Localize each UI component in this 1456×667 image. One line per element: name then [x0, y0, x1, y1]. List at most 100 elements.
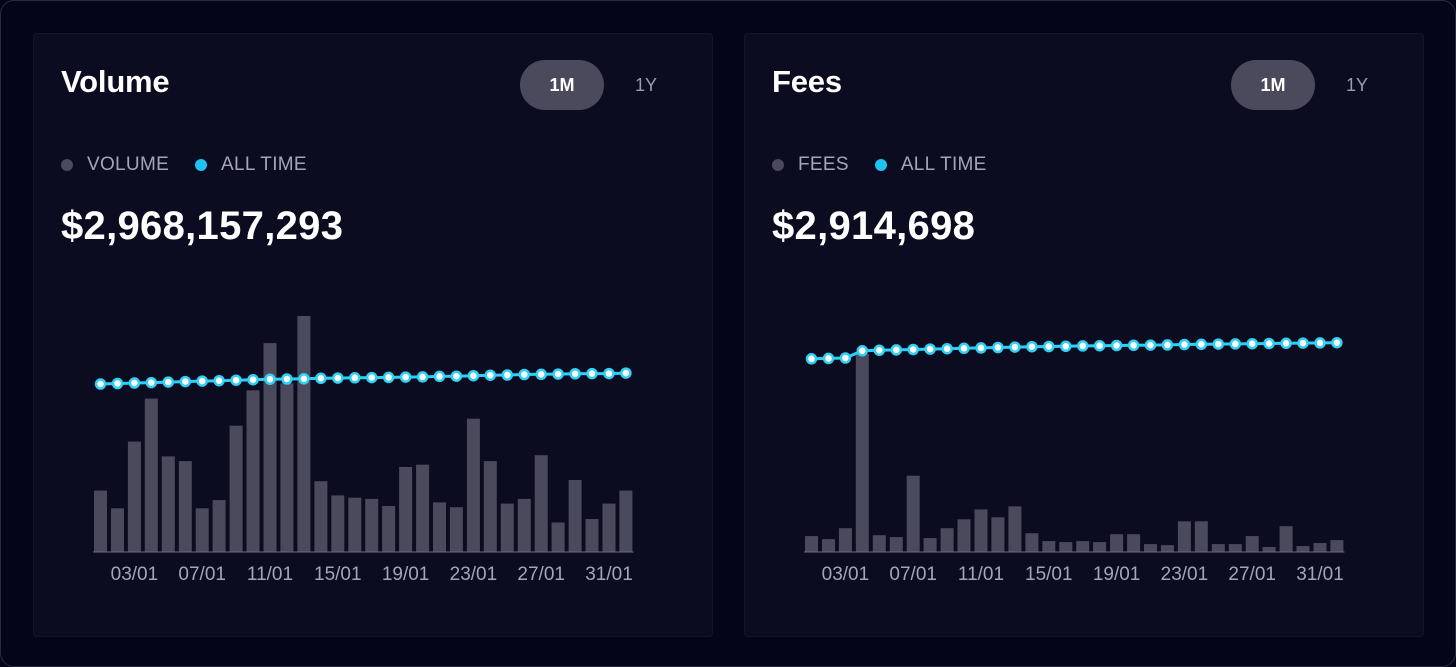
- all-time-point: [1314, 337, 1326, 349]
- all-time-point: [416, 371, 429, 383]
- all-time-point: [620, 367, 632, 379]
- all-time-point: [1297, 337, 1309, 349]
- bar: [957, 519, 971, 552]
- bar: [297, 316, 311, 552]
- x-tick-label: 23/01: [1161, 564, 1209, 585]
- bar: [178, 461, 192, 552]
- all-time-point: [382, 371, 395, 384]
- bar: [923, 538, 937, 552]
- bar: [1262, 547, 1276, 552]
- all-time-line: [811, 341, 1337, 361]
- all-time-point: [1060, 340, 1072, 353]
- all-time-point: [179, 375, 192, 388]
- all-time-point: [1026, 340, 1038, 353]
- bar: [940, 528, 954, 552]
- bar: [619, 490, 633, 552]
- all-time-point: [1229, 338, 1242, 350]
- all-time-point: [315, 372, 327, 385]
- x-tick-label: 27/01: [517, 564, 565, 585]
- all-time-point: [298, 373, 310, 385]
- legend-dot-icon: [874, 159, 887, 171]
- all-time-point: [484, 369, 497, 381]
- all-time-point: [501, 369, 514, 381]
- bar: [1296, 546, 1310, 552]
- bar: [1211, 544, 1225, 552]
- bar: [1228, 544, 1242, 552]
- bar: [1059, 542, 1073, 552]
- all-time-point: [1076, 340, 1089, 352]
- bar: [449, 507, 463, 552]
- all-time-point: [230, 374, 242, 386]
- bar: [246, 390, 260, 552]
- bar: [991, 517, 1005, 552]
- all-time-point: [162, 376, 175, 388]
- bar: [399, 467, 413, 552]
- bar: [229, 425, 243, 552]
- bar: [1008, 506, 1022, 552]
- tab-1m[interactable]: 1M: [1231, 60, 1315, 110]
- legend-item-volume[interactable]: VOLUME: [61, 154, 169, 176]
- bar: [483, 461, 497, 552]
- bar: [500, 503, 514, 552]
- x-tick-label: 15/01: [1025, 564, 1073, 585]
- bar: [872, 535, 886, 552]
- x-tick-label: 23/01: [450, 564, 498, 585]
- all-time-point: [975, 342, 987, 354]
- bar: [466, 418, 480, 552]
- card-title: Fees: [772, 64, 842, 99]
- all-time-point: [569, 368, 581, 380]
- x-tick-label: 07/01: [889, 564, 937, 585]
- tab-1m[interactable]: 1M: [520, 60, 604, 110]
- bar: [1330, 540, 1344, 552]
- all-time-point: [1331, 336, 1343, 349]
- fees-chart: 03/01 07/01 11/01 15/01 19/01 23/01 27/01 31/01: [804, 336, 1345, 585]
- all-time-point: [992, 341, 1004, 354]
- tab-1y[interactable]: 1Y: [634, 75, 658, 95]
- legend-dot-icon: [772, 159, 784, 171]
- x-tick-label: 15/01: [314, 564, 362, 585]
- bar: [416, 464, 430, 552]
- all-time-point: [586, 367, 598, 380]
- bar: [1313, 543, 1327, 552]
- bar: [331, 495, 345, 552]
- all-time-point: [1009, 341, 1021, 353]
- x-tick-label: 27/01: [1228, 564, 1276, 585]
- bar: [974, 509, 988, 552]
- bar: [585, 519, 599, 552]
- legend-item-fees[interactable]: FEES: [772, 154, 849, 176]
- all-time-line: [100, 371, 626, 386]
- tab-1y[interactable]: 1Y: [1345, 75, 1369, 95]
- all-time-point: [1212, 338, 1225, 350]
- all-time-point: [94, 378, 107, 390]
- legend-item-all-time[interactable]: ALL TIME: [874, 154, 987, 176]
- legend-label: VOLUME: [87, 154, 170, 175]
- legend-item-all-time[interactable]: ALL TIME: [195, 154, 307, 176]
- bar: [1025, 533, 1039, 552]
- all-time-point: [111, 377, 124, 390]
- all-time-point: [128, 377, 141, 389]
- legend-dot-icon: [195, 159, 208, 171]
- bar: [433, 502, 446, 552]
- all-time-point: [856, 345, 869, 357]
- bar: [382, 506, 396, 552]
- bar: [1194, 521, 1208, 552]
- bar: [1042, 541, 1056, 552]
- bar: [602, 503, 616, 552]
- x-tick-label: 19/01: [382, 564, 430, 585]
- all-time-point: [365, 371, 378, 384]
- fees-card: Fees 1M 1Y FEES ALL TIME $2,914,698 03/0…: [744, 33, 1424, 637]
- bar: [94, 490, 107, 552]
- bar: [1093, 542, 1107, 552]
- bar: [1110, 534, 1124, 552]
- bar: [1279, 526, 1293, 552]
- x-tick-label: 03/01: [822, 564, 870, 585]
- legend-label: ALL TIME: [900, 154, 987, 175]
- bar: [365, 498, 379, 552]
- total-value: $2,968,157,293: [61, 204, 344, 248]
- card-title: Volume: [61, 64, 170, 99]
- all-time-point: [941, 342, 953, 355]
- x-tick-label: 31/01: [1296, 564, 1344, 585]
- all-time-point: [958, 342, 970, 355]
- all-time-point: [1093, 339, 1106, 352]
